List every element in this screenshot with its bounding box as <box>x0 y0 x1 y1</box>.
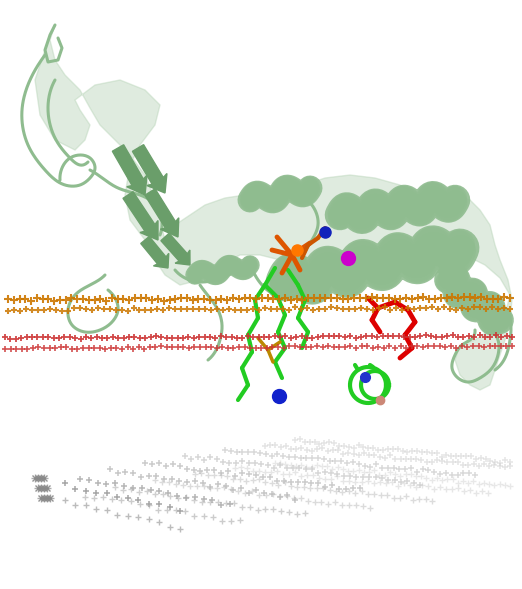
FancyArrow shape <box>133 145 167 193</box>
FancyArrow shape <box>123 191 158 240</box>
FancyArrow shape <box>112 145 147 195</box>
FancyArrow shape <box>161 233 190 265</box>
FancyArrow shape <box>145 189 179 237</box>
Polygon shape <box>35 25 512 390</box>
FancyArrow shape <box>141 237 169 268</box>
